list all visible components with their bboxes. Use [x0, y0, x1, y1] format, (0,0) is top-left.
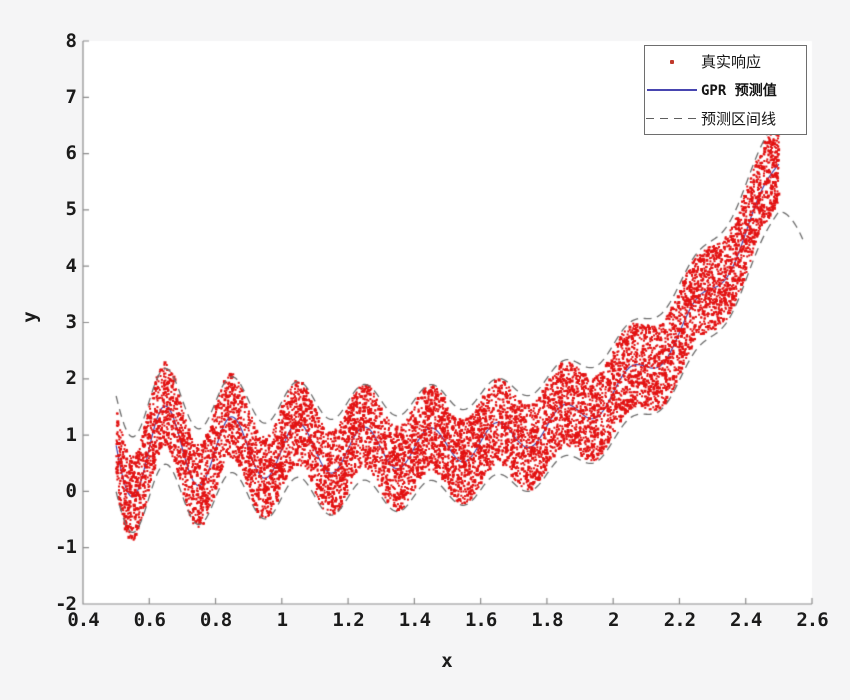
dashed-line-icon: [645, 117, 698, 120]
x-tick-label: 2: [607, 609, 619, 631]
x-tick-label: 1.6: [464, 609, 497, 631]
y-tick-label: -1: [55, 536, 77, 559]
x-tick-label: 1: [276, 609, 288, 631]
scatter-marker-icon: [645, 59, 698, 64]
y-tick-label: 0: [65, 479, 77, 502]
y-tick-label: 2: [65, 367, 77, 390]
legend: 真实响应 GPR 预测值 预测区间线: [644, 45, 807, 135]
x-tick-label: 2.4: [730, 609, 762, 631]
y-axis-title: y: [19, 311, 41, 323]
y-tick-label: 1: [65, 423, 77, 446]
legend-label: 真实响应: [701, 53, 762, 71]
legend-label: 预测区间线: [701, 110, 777, 128]
x-tick-label: 2.2: [663, 609, 696, 631]
legend-label: GPR 预测值: [701, 83, 777, 99]
legend-entry-prediction-interval: 预测区间线: [645, 105, 806, 133]
y-tick-label: 7: [65, 85, 77, 108]
x-tick-label: 0.4: [67, 609, 99, 631]
x-tick-label: 1.2: [332, 609, 364, 631]
x-tick-label: 1.8: [531, 609, 563, 631]
legend-entry-gpr-prediction: GPR 预测值: [645, 76, 806, 104]
x-tick-label: 0.8: [199, 609, 232, 631]
y-tick-label: 5: [65, 198, 77, 221]
legend-entry-true-response: 真实响应: [645, 48, 806, 76]
x-tick-label: 1.4: [398, 609, 431, 631]
x-tick-label: 0.6: [133, 609, 166, 631]
x-tick-label: 2.6: [796, 609, 828, 631]
y-tick-label: 4: [65, 254, 77, 277]
x-axis-title: x: [441, 650, 453, 672]
y-tick-label: -2: [55, 592, 77, 615]
y-tick-label: 3: [65, 311, 77, 333]
y-tick-label: 8: [65, 29, 77, 52]
y-tick-label: 6: [65, 142, 77, 165]
solid-line-icon: [645, 89, 698, 91]
